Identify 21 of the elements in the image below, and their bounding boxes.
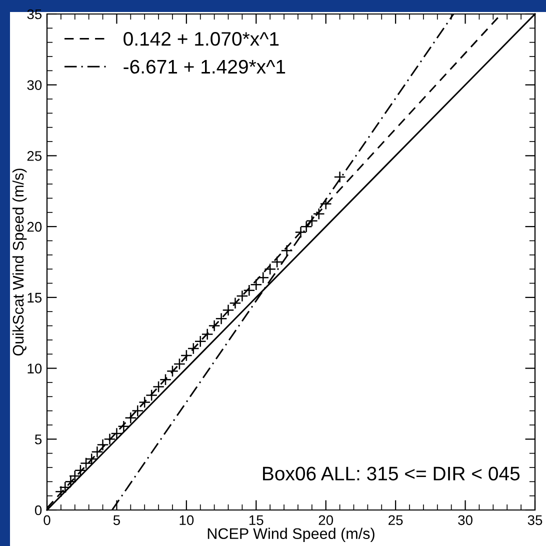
y-tick-label: 20: [27, 222, 42, 232]
y-axis-title: QuikScat Wind Speed (m/s): [12, 168, 27, 356]
legend-label: -6.671 + 1.429*x^1: [124, 60, 286, 74]
x-tick-label: 0: [44, 515, 50, 526]
x-tick-label: 10: [180, 515, 194, 526]
y-tick-label: 10: [28, 364, 42, 374]
x-tick-label: 25: [388, 515, 403, 526]
x-tick-label: 35: [528, 515, 542, 526]
y-tick-label: 15: [28, 292, 42, 303]
annotation: Box06 ALL: 315 <= DIR < 045: [263, 466, 520, 480]
x-tick-label: 20: [318, 515, 334, 526]
y-tick-label: 35: [27, 9, 42, 20]
x-tick-label: 30: [458, 515, 472, 526]
y-tick-label: 0: [34, 505, 42, 516]
x-axis-title: NCEP Wind Speed (m/s): [208, 528, 374, 542]
y-tick-label: 30: [27, 80, 42, 90]
x-tick-label: 15: [249, 515, 264, 526]
legend-label: 0.142 + 1.070*x^1: [124, 32, 279, 46]
x-tick-label: 5: [113, 515, 120, 526]
y-tick-label: 25: [27, 151, 42, 161]
y-tick-label: 5: [34, 434, 42, 444]
